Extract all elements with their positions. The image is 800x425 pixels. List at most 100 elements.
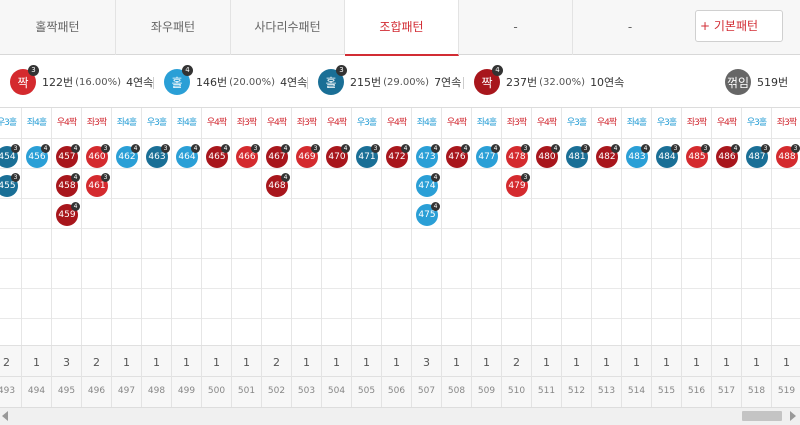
- result-ball: 483 4: [626, 144, 650, 168]
- basic-pattern-button[interactable]: + 기본패턴: [695, 10, 783, 42]
- streak-count: 1: [153, 356, 160, 369]
- footer-column: 1 516: [682, 346, 712, 408]
- column-header: 좌3짝: [82, 108, 111, 139]
- line-badge: 3: [791, 144, 800, 153]
- column-header: 좌3짝: [682, 108, 711, 139]
- result-ball: 467 4: [266, 144, 290, 168]
- result-ball: 479 3: [506, 173, 530, 197]
- result-ball: 474 4: [416, 173, 440, 197]
- footer-column: 1 506: [382, 346, 412, 408]
- result-ball: 455 3: [0, 173, 20, 197]
- pattern-column: 우3홀45434553: [0, 108, 22, 408]
- line-badge: 4: [191, 144, 200, 153]
- line-badge: 3: [581, 144, 590, 153]
- result-ball: 458 4: [56, 173, 80, 197]
- streak-count: 2: [93, 356, 100, 369]
- streak-count: 3: [63, 356, 70, 369]
- streak-count: 2: [273, 356, 280, 369]
- column-header: 우3홀: [352, 108, 381, 139]
- footer-column: 1 494: [22, 346, 52, 408]
- basic-pattern-label: + 기본패턴: [700, 19, 759, 33]
- pattern-column: 좌4홀 462 4: [112, 108, 142, 408]
- horizontal-scrollbar[interactable]: [0, 407, 800, 425]
- streak-count: 1: [363, 356, 370, 369]
- result-ball: 480 4: [536, 144, 560, 168]
- ball-number: 467: [268, 152, 286, 162]
- pattern-column: 좌3짝 485 3: [682, 108, 712, 408]
- ball-label: 짝: [481, 75, 493, 90]
- line-badge: 4: [71, 144, 80, 153]
- footer-column: 1 504: [322, 346, 352, 408]
- result-ball: 488 3: [776, 144, 800, 168]
- footer-column: 1 499: [172, 346, 202, 408]
- tab-combination[interactable]: 조합패턴: [345, 0, 459, 56]
- column-header: 좌4홀: [472, 108, 501, 139]
- line-badge: 4: [551, 144, 560, 153]
- ball-number: 484: [658, 152, 676, 162]
- line-badge: 3: [701, 144, 710, 153]
- line-badge: 4: [492, 65, 503, 76]
- line-badge: 3: [311, 144, 320, 153]
- column-header: 우4짝: [382, 108, 411, 139]
- streak-count: 1: [783, 356, 790, 369]
- line-badge: 3: [671, 144, 680, 153]
- scroll-thumb[interactable]: [742, 411, 782, 421]
- ball-number: 461: [88, 181, 106, 191]
- column-header: 좌4홀: [412, 108, 441, 139]
- pattern-column: 우4짝 465 4: [202, 108, 232, 408]
- pattern-grid: 우3홀45434553좌4홀4564우4짝457445844594좌3짝4603…: [0, 108, 800, 408]
- ball-number: 460: [88, 152, 106, 162]
- result-ball: 487 3: [746, 144, 770, 168]
- footer-column: 2 496: [82, 346, 112, 408]
- pattern-column: 우4짝 472 4: [382, 108, 412, 408]
- ball-number: 480: [538, 152, 556, 162]
- column-header: 우4짝: [712, 108, 741, 139]
- ball-number: 469: [298, 152, 316, 162]
- ball-number: 478: [508, 152, 526, 162]
- pattern-column: 좌4홀 473 4 474 4 475 4: [412, 108, 442, 408]
- footer-column: 1 505: [352, 346, 382, 408]
- tab-empty-1[interactable]: -: [459, 0, 573, 55]
- ball-number: 482: [598, 152, 616, 162]
- column-header: 좌4홀: [22, 108, 51, 139]
- streak-count: 2: [513, 356, 520, 369]
- line-badge: 4: [131, 144, 140, 153]
- footer-column: 1 518: [742, 346, 772, 408]
- line-badge: 3: [101, 173, 110, 182]
- line-badge: 3: [521, 144, 530, 153]
- footer-column: 1 497: [112, 346, 142, 408]
- footer-column: 1 513: [592, 346, 622, 408]
- tab-ladder-count[interactable]: 사다리수패턴: [231, 0, 345, 55]
- round-number: 514: [627, 386, 646, 396]
- pattern-column: 우3홀 463 3: [142, 108, 172, 408]
- scroll-left-arrow-icon[interactable]: [2, 411, 8, 421]
- grid-row-line: [0, 228, 800, 229]
- pattern-tabs: 홀짝패턴 좌우패턴 사다리수패턴 조합패턴 - - + 기본패턴: [0, 0, 800, 56]
- tab-empty-2[interactable]: -: [627, 20, 633, 34]
- line-badge: 3: [521, 173, 530, 182]
- scroll-right-arrow-icon[interactable]: [790, 411, 796, 421]
- tab-left-right[interactable]: 좌우패턴: [116, 0, 231, 55]
- column-header: 우4짝: [592, 108, 621, 139]
- column-header: 좌3짝: [502, 108, 531, 139]
- pattern-column: 우3홀 481 3: [562, 108, 592, 408]
- pattern-column: 우3홀 484 3: [652, 108, 682, 408]
- line-badge: 4: [71, 202, 80, 211]
- line-badge: 4: [431, 173, 440, 182]
- pattern-column: 우4짝 467 4 468 4: [262, 108, 292, 408]
- line-badge: 4: [341, 144, 350, 153]
- streak-count: 1: [333, 356, 340, 369]
- round-number: 518: [747, 386, 766, 396]
- tab-odd-even[interactable]: 홀짝패턴: [0, 0, 116, 55]
- ball-number: 457: [58, 152, 76, 162]
- ball-number: 455: [0, 181, 16, 191]
- round-number: 506: [387, 386, 406, 396]
- ball-number: 468: [268, 181, 286, 191]
- stat-count: 215번: [350, 76, 382, 89]
- result-ball: 463 3: [146, 144, 170, 168]
- round-number: 503: [297, 386, 316, 396]
- ball-number: 474: [418, 181, 436, 191]
- round-number: 511: [537, 386, 556, 396]
